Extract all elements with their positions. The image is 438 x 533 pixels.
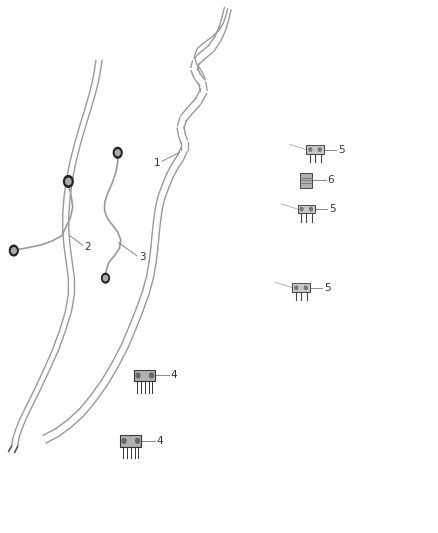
Circle shape — [304, 286, 307, 289]
Circle shape — [136, 373, 140, 378]
Text: 5: 5 — [338, 144, 344, 155]
Bar — [298, 205, 315, 213]
Circle shape — [309, 148, 312, 151]
Text: 4: 4 — [170, 370, 177, 381]
Circle shape — [150, 373, 153, 378]
Circle shape — [300, 207, 303, 211]
Text: 1: 1 — [153, 158, 160, 168]
Text: 6: 6 — [327, 175, 334, 185]
Text: 3: 3 — [139, 253, 145, 262]
Circle shape — [11, 248, 16, 254]
Circle shape — [66, 178, 71, 184]
Circle shape — [113, 148, 122, 158]
Text: 5: 5 — [329, 204, 336, 214]
Circle shape — [64, 175, 73, 187]
Circle shape — [102, 273, 110, 283]
Bar — [293, 284, 310, 292]
Circle shape — [310, 207, 312, 211]
Circle shape — [318, 148, 321, 151]
Circle shape — [115, 150, 120, 156]
Bar — [120, 435, 141, 447]
Circle shape — [295, 286, 298, 289]
Text: 4: 4 — [156, 436, 163, 446]
Circle shape — [136, 439, 139, 443]
Circle shape — [103, 276, 108, 281]
Text: 5: 5 — [324, 283, 330, 293]
Bar — [307, 145, 324, 154]
Bar — [300, 173, 312, 188]
Text: 2: 2 — [85, 242, 91, 252]
Circle shape — [122, 439, 126, 443]
Circle shape — [10, 245, 18, 256]
Bar — [134, 369, 155, 381]
